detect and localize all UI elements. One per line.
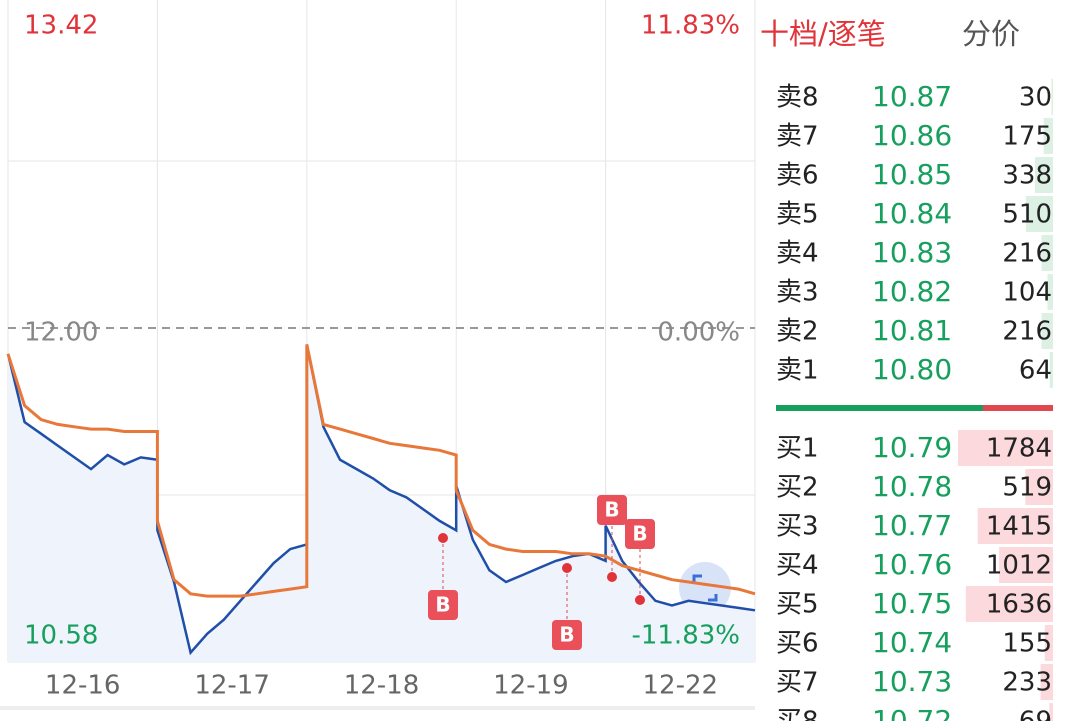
level-volume: 1415: [986, 512, 1052, 542]
level-volume: 510: [1002, 200, 1052, 230]
x-tick-label: 12-22: [643, 671, 719, 701]
volume-bar: [1041, 313, 1053, 349]
marker-badge: [552, 620, 582, 650]
level-volume: 1012: [986, 551, 1052, 581]
level-volume: 1784: [986, 434, 1052, 464]
volume-bar: [1040, 664, 1053, 700]
marker-label: B: [559, 623, 574, 647]
level-price: 10.86: [872, 119, 952, 152]
level-label: 卖8: [776, 83, 819, 113]
tab-active[interactable]: 十档/逐笔: [760, 17, 886, 51]
volume-bar: [1049, 352, 1053, 388]
volume-bar: [958, 430, 1053, 466]
marker-label: B: [632, 522, 647, 546]
level-volume: 69: [1019, 707, 1052, 722]
level-price: 10.76: [872, 548, 952, 581]
marker-badge: [428, 590, 458, 620]
level-price: 10.78: [872, 470, 952, 503]
y2-tick-label: 11.83%: [641, 11, 740, 41]
level-volume: 104: [1002, 278, 1052, 308]
y-tick-label: 10.58: [24, 621, 98, 651]
level-volume: 233: [1002, 668, 1052, 698]
level-volume: 30: [1019, 83, 1052, 113]
level-price: 10.75: [872, 587, 952, 620]
level-volume: 519: [1002, 473, 1052, 503]
level-label: 卖5: [776, 200, 819, 230]
volume-bar: [965, 586, 1053, 622]
volume-bar: [1035, 157, 1053, 193]
marker-label: B: [435, 593, 450, 617]
level-price: 10.80: [872, 353, 952, 386]
level-label: 买2: [776, 473, 819, 503]
level-price: 10.83: [872, 236, 952, 269]
level-volume: 1636: [986, 590, 1052, 620]
level-label: 买8: [776, 707, 819, 722]
price-area: [8, 344, 755, 662]
level-label: 卖1: [776, 356, 819, 386]
volume-bar: [1051, 79, 1053, 115]
y2-tick-label: 0.00%: [657, 318, 740, 348]
volume-bar: [1025, 196, 1053, 232]
ratio-bar-green: [776, 405, 983, 411]
level-volume: 64: [1019, 356, 1052, 386]
level-label: 买1: [776, 434, 819, 464]
volume-bar: [1049, 703, 1053, 725]
ratio-bar-red: [983, 405, 1053, 411]
volume-bar: [1043, 118, 1053, 154]
level-label: 卖2: [776, 317, 819, 347]
level-volume: 155: [1002, 629, 1052, 659]
level-price: 10.84: [872, 197, 952, 230]
level-label: 买6: [776, 629, 819, 659]
level-label: 买7: [776, 668, 819, 698]
level-label: 卖4: [776, 239, 819, 269]
y2-tick-label: -11.83%: [631, 621, 740, 651]
marker-dot: [607, 572, 617, 582]
level-price: 10.82: [872, 275, 952, 308]
level-price: 10.79: [872, 431, 952, 464]
fullscreen-icon: [692, 574, 718, 602]
tab[interactable]: 分价: [962, 17, 1020, 51]
level-volume: 216: [1002, 317, 1052, 347]
volume-bar: [1025, 469, 1053, 505]
level-volume: 338: [1002, 161, 1052, 191]
volume-bar: [999, 547, 1053, 583]
level-label: 卖3: [776, 278, 819, 308]
volume-bar: [977, 508, 1053, 544]
marker-dot: [635, 595, 645, 605]
marker-label: B: [604, 498, 619, 522]
y-tick-label: 13.42: [24, 11, 98, 41]
x-tick-label: 12-17: [194, 671, 270, 701]
level-price: 10.74: [872, 626, 952, 659]
x-tick-label: 12-18: [344, 671, 420, 701]
marker-dot: [438, 533, 448, 543]
x-tick-label: 12-16: [45, 671, 121, 701]
level-label: 买3: [776, 512, 819, 542]
level-price: 10.85: [872, 158, 952, 191]
level-price: 10.87: [872, 80, 952, 113]
level-volume: 175: [1002, 122, 1052, 152]
level-label: 卖7: [776, 122, 819, 152]
level-price: 10.77: [872, 509, 952, 542]
y-tick-label: 12.00: [24, 318, 98, 348]
level-price: 10.72: [872, 704, 952, 721]
volume-bar: [1041, 235, 1053, 271]
level-label: 卖6: [776, 161, 819, 191]
marker-badge: [625, 519, 655, 549]
marker-badge: [597, 495, 627, 525]
x-tick-label: 12-19: [493, 671, 569, 701]
level-price: 10.81: [872, 314, 952, 347]
level-label: 买5: [776, 590, 819, 620]
line-series: [6, 344, 756, 598]
level-price: 10.73: [872, 665, 952, 698]
level-volume: 216: [1002, 239, 1052, 269]
line-series: [6, 344, 756, 656]
level-label: 买4: [776, 551, 819, 581]
volume-bar: [1047, 274, 1053, 310]
marker-dot: [562, 563, 572, 573]
volume-bar: [1044, 625, 1053, 661]
